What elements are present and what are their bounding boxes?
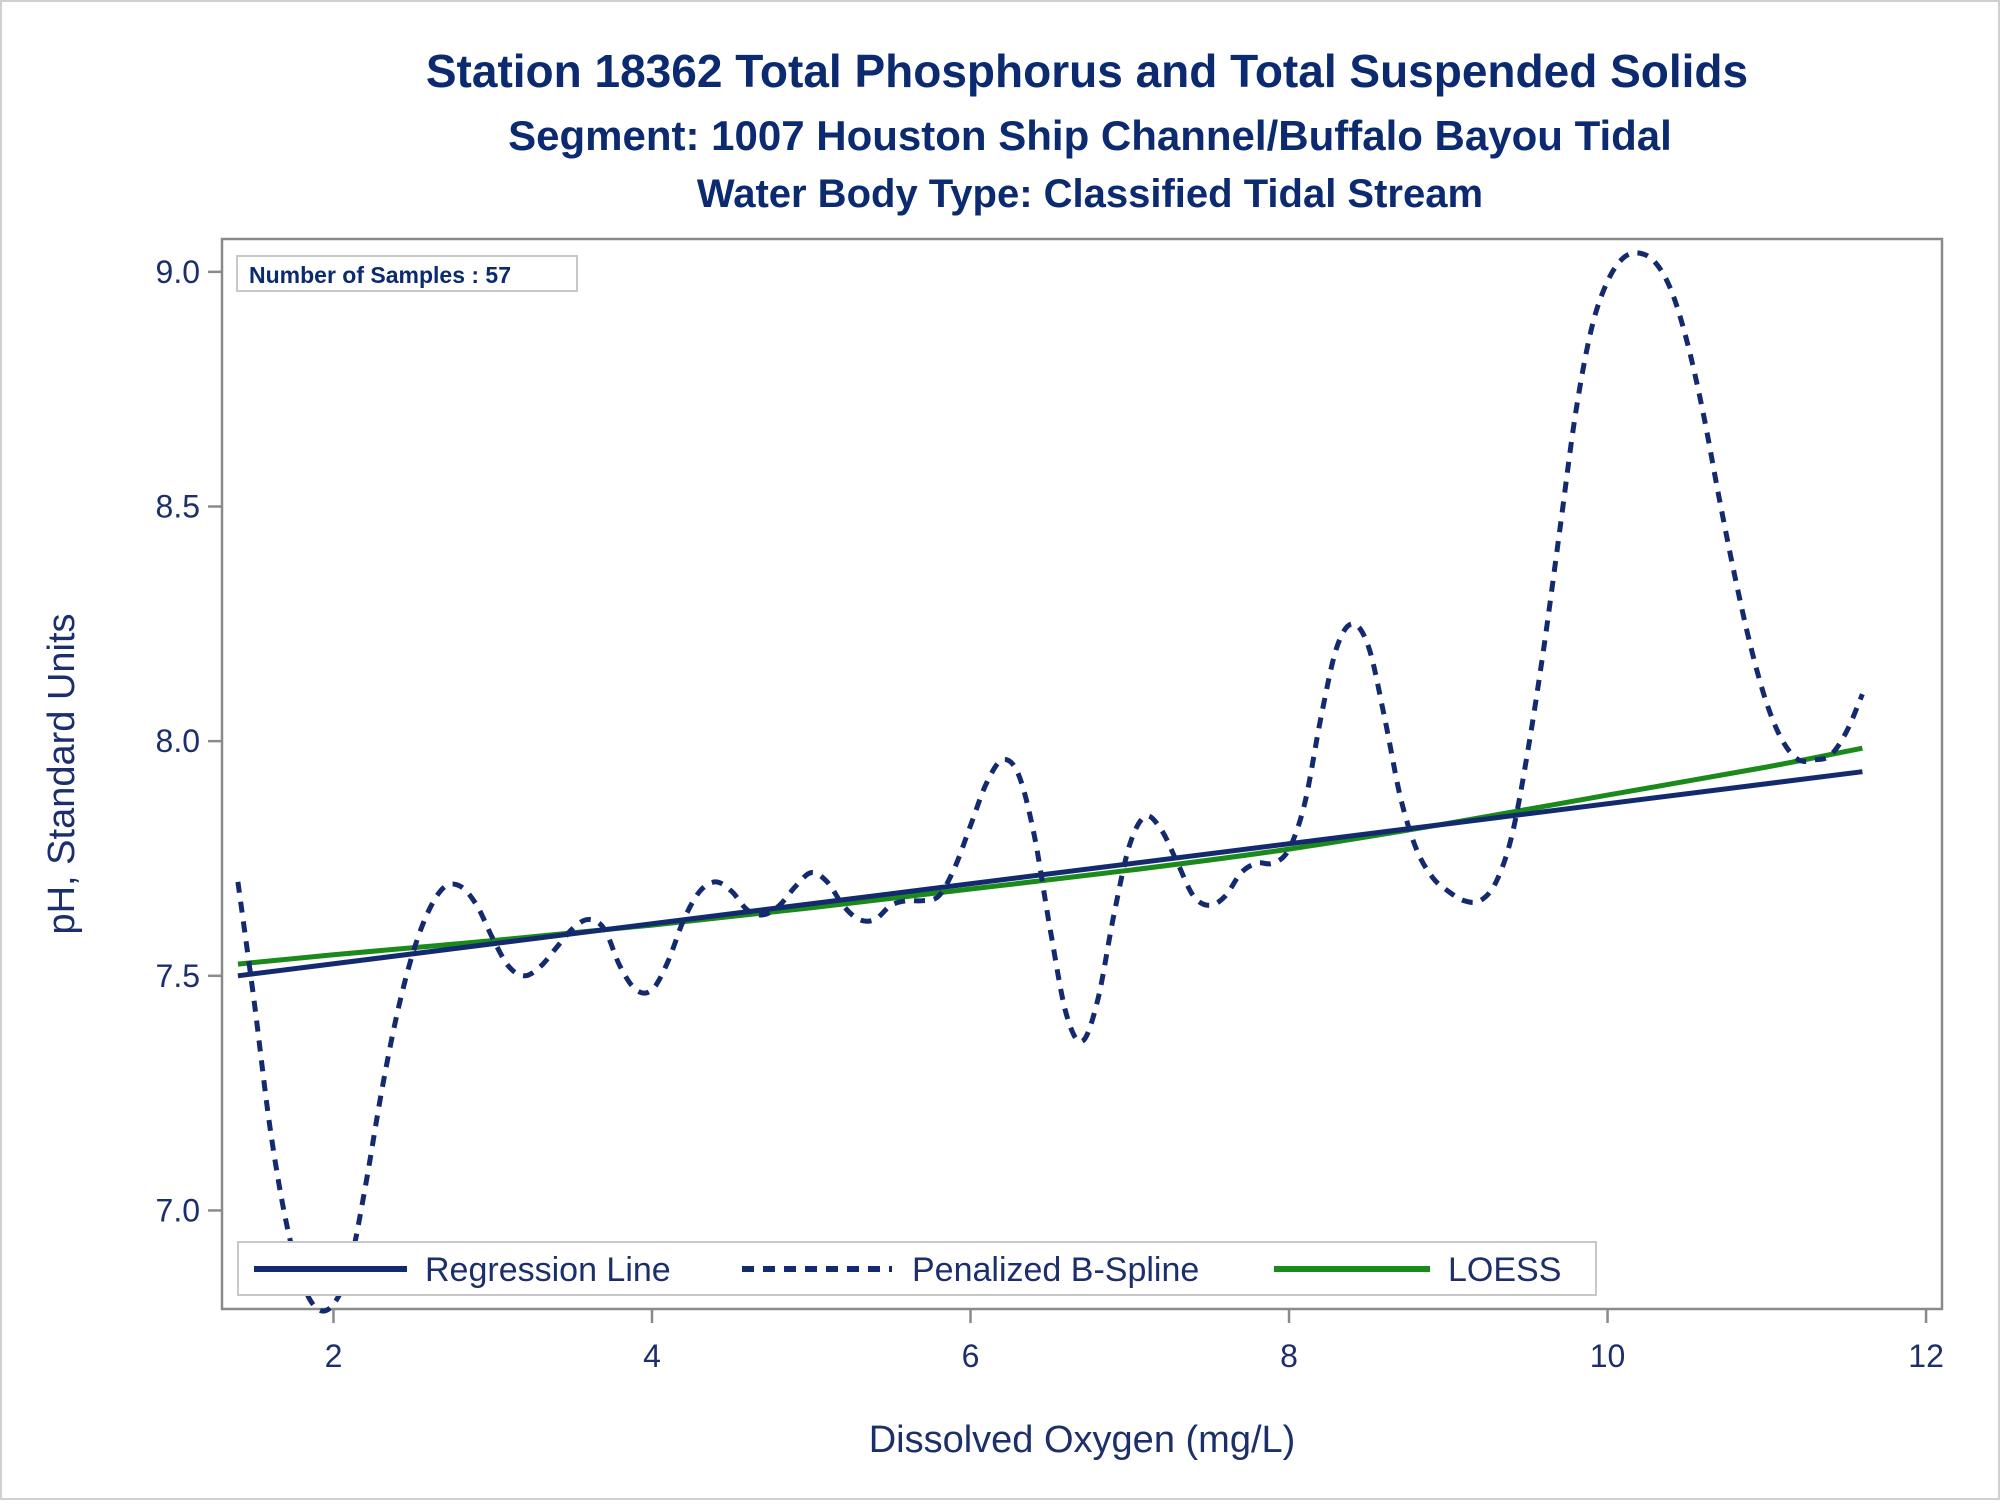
x-tick-label: 2 <box>325 1338 343 1374</box>
legend-label-regression: Regression Line <box>425 1251 671 1289</box>
x-tick-label: 6 <box>962 1338 980 1374</box>
chart-subtitle-waterbody: Water Body Type: Classified Tidal Stream <box>697 172 1483 216</box>
sample-count-inset: Number of Samples : 57 <box>236 255 578 292</box>
chart-title: Station 18362 Total Phosphorus and Total… <box>426 45 1748 97</box>
x-tick-label: 4 <box>643 1338 661 1374</box>
y-tick-label: 8.5 <box>156 489 200 525</box>
y-axis: 7.0 7.5 8.0 8.5 9.0 <box>156 254 222 1228</box>
legend: Regression Line Penalized B-Spline LOESS <box>237 1241 1597 1296</box>
plot-area-border <box>220 237 1944 1311</box>
legend-label-loess: LOESS <box>1448 1251 1561 1289</box>
series-line-spline <box>235 250 1865 1314</box>
x-tick-label: 12 <box>1908 1338 1944 1374</box>
x-tick-label: 10 <box>1590 1338 1626 1374</box>
series-line-regression <box>237 769 1863 979</box>
y-axis-label: pH, Standard Units <box>41 613 83 934</box>
y-tick-label: 9.0 <box>156 254 200 290</box>
sample-count-label: Number of Samples : 57 <box>249 262 511 288</box>
chart-subtitle-segment: Segment: 1007 Houston Ship Channel/Buffa… <box>508 112 1672 159</box>
plot-lines <box>235 250 1865 1314</box>
y-tick-label: 7.5 <box>156 958 200 994</box>
x-tick-label: 8 <box>1280 1338 1298 1374</box>
y-tick-label: 7.0 <box>156 1192 200 1228</box>
series-line-loess <box>237 745 1863 967</box>
x-axis: 2 4 6 8 10 12 <box>325 1309 1944 1374</box>
sample-count-box <box>236 255 578 292</box>
x-axis-label: Dissolved Oxygen (mg/L) <box>869 1419 1296 1461</box>
y-tick-label: 8.0 <box>156 723 200 759</box>
legend-label-spline: Penalized B-Spline <box>912 1251 1199 1289</box>
